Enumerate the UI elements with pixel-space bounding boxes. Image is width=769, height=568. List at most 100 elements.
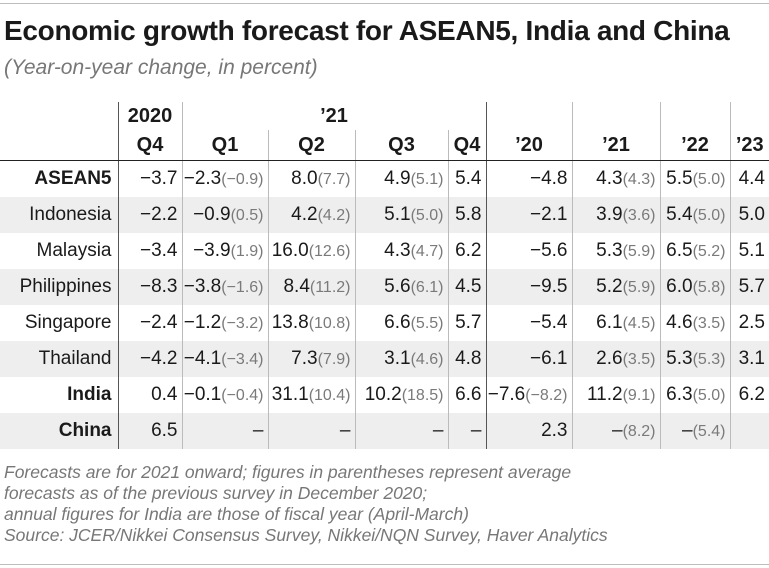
table-cell: 5.2(5.9) [571,269,660,305]
footnotes: Forecasts are for 2021 onward; figures i… [4,462,766,546]
table-cell: −3.9(1.9) [181,233,268,269]
table-row: Singapore −2.4 −1.2(−3.2) 13.8(10.8) 6.6(5.5… [0,305,769,341]
table-cell: −2.4 [117,305,182,341]
cell-previous-forecast: (3.6) [622,207,656,224]
cell-previous-forecast: (4.5) [622,315,656,332]
cell-value: 6.0 [666,276,693,297]
header-row-years: 2020 ’21 [0,102,769,130]
table-cell: 4.3(4.7) [354,233,448,269]
table-cell: 5.8 [447,197,486,233]
header-quarter: Q2 [267,130,355,161]
cell-previous-forecast: (0.5) [230,207,264,224]
table-cell: −4.2 [117,341,182,377]
cell-previous-forecast: (3.5) [692,315,726,332]
row-label: Philippines [0,269,118,305]
cell-value: 4.4 [738,168,765,189]
cell-value: 5.6 [384,276,411,297]
cell-value: 6.2 [455,240,482,261]
table-cell: −5.4 [485,305,572,341]
table-cell: 16.0(12.6) [267,233,355,269]
cell-value: 2.3 [541,420,568,441]
cell-previous-forecast: (4.7) [410,243,444,260]
cell-previous-forecast: (6.1) [410,279,444,296]
table-cell: 2.3 [485,413,572,449]
cell-value: 13.8 [271,312,309,333]
cell-previous-forecast: (4.3) [622,171,656,188]
cell-previous-forecast: (5.1) [410,171,444,188]
table-cell: −8.3 [117,269,182,305]
cell-value: 6.5 [151,420,178,441]
table-cell: 5.5(5.0) [659,160,730,197]
cell-value: −0.1 [183,384,222,405]
chart-subtitle: (Year-on-year change, in percent) [4,56,318,79]
table-cell: −5.6 [485,233,572,269]
cell-previous-forecast: (4.2) [317,207,351,224]
cell-value: 5.8 [455,204,482,225]
cell-previous-forecast: (5.9) [622,279,656,296]
table-row: Malaysia −3.4 −3.9(1.9) 16.0(12.6) 4.3(4.7) 6… [0,233,769,269]
cell-value: −5.6 [529,240,568,261]
row-label: Thailand [0,341,118,377]
cell-value: −9.5 [529,276,568,297]
cell-value: −5.4 [529,312,568,333]
cell-value: 5.0 [738,204,765,225]
cell-value: 16.0 [271,240,309,261]
cell-value: −2.3 [183,168,222,189]
header-annual-spacer [485,102,572,130]
table-cell: 4.2(4.2) [267,197,355,233]
source-line: Source: JCER/Nikkei Consensus Survey, Ni… [4,525,608,545]
header-annual: ’23 [729,130,769,161]
table-cell: 5.3(5.3) [659,341,730,377]
table-row: India 0.4 −0.1(−0.4) 31.1(10.4) 10.2(18.5) 6.… [0,377,769,413]
cell-value: 11.2 [587,384,623,405]
cell-value: – [432,420,444,441]
table-cell: −7.6(−8.2) [485,377,572,413]
table-cell: 2.6(3.5) [571,341,660,377]
table-cell: 5.4(5.0) [659,197,730,233]
table-cell: 6.6 [447,377,486,413]
table-cell: 5.7 [729,269,769,305]
cell-previous-forecast: (11.2) [309,279,351,296]
table-cell: 3.9(3.6) [571,197,660,233]
cell-value: 4.3 [384,240,411,261]
forecast-table: 2020 ’21 Q4 Q1 Q2 Q3 Q4 ’20 ’21 ’22 ’23 … [0,102,769,449]
cell-value: 4.9 [384,168,411,189]
cell-previous-forecast: (−0.4) [221,387,264,404]
table-cell: −4.8 [485,160,572,197]
table-cell: 5.6(6.1) [354,269,448,305]
cell-value: −2.4 [139,312,178,333]
header-corner [0,102,118,130]
cell-value: 3.1 [738,348,765,369]
cell-previous-forecast: (5.3) [692,351,726,368]
table-cell: −3.7 [117,160,182,197]
header-spacer [659,102,730,130]
header-annual: ’20 [485,130,572,161]
table-cell: 4.8 [447,341,486,377]
table-cell: 0.4 [117,377,182,413]
table-cell: 31.1(10.4) [267,377,355,413]
row-label: China [0,413,118,449]
cell-value: 6.1 [596,312,623,333]
cell-value: 5.1 [384,204,411,225]
table-cell: 10.2(18.5) [354,377,448,413]
cell-value: −3.9 [193,240,231,261]
table-cell: −9.5 [485,269,572,305]
cell-value: 2.5 [738,312,765,333]
cell-previous-forecast: (5.8) [692,279,726,296]
header-quarter: Q4 [447,130,486,161]
cell-previous-forecast: (5.2) [692,243,726,260]
cell-value: 3.9 [596,204,623,225]
table-cell: −2.2 [117,197,182,233]
footnote-line: forecasts as of the previous survey in D… [4,483,428,503]
header-quarter: Q3 [354,130,448,161]
cell-value: −7.6 [487,384,526,405]
cell-value: 10.2 [364,384,402,405]
cell-value: 5.4 [455,168,482,189]
table-cell: 6.2 [447,233,486,269]
cell-previous-forecast: (5.0) [692,207,726,224]
header-quarter: Q1 [181,130,268,161]
cell-value: −0.9 [193,204,231,225]
table-cell: 6.0(5.8) [659,269,730,305]
table-row: ASEAN5 −3.7 −2.3(−0.9) 8.0(7.7) 4.9(5.1) 5.4−… [0,160,769,197]
cell-value: 5.2 [596,276,623,297]
